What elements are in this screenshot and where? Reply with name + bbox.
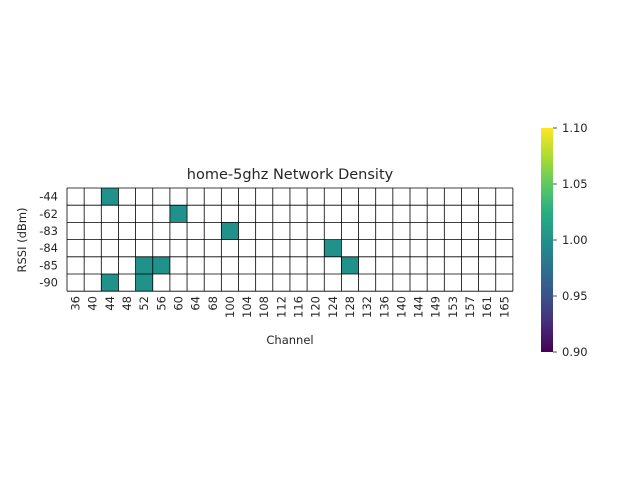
y-tick-label: -90 <box>39 276 58 290</box>
colorbar-tick-label: 0.95 <box>562 289 588 303</box>
x-tick-label: 144 <box>412 296 426 318</box>
heatmap-cell <box>152 256 170 274</box>
x-tick-label: 120 <box>309 296 323 318</box>
y-tick-label: -44 <box>39 190 58 204</box>
x-tick-label: 108 <box>257 296 271 318</box>
x-tick-label: 132 <box>360 296 374 318</box>
x-tick-label: 157 <box>463 296 477 318</box>
heatmap-cell <box>341 256 359 274</box>
y-tick-label: -83 <box>39 224 58 238</box>
x-tick-label: 44 <box>103 296 117 311</box>
heatmap-grid <box>66 187 514 292</box>
chart-title: home-5ghz Network Density <box>187 167 394 183</box>
x-tick-labels: 36 40 44 48 52 56 60 64 68 100 104 108 112 116 120 124 1… <box>69 296 512 318</box>
colorbar-tick-label: 1.10 <box>562 121 588 135</box>
colorbar <box>541 128 553 352</box>
heatmap-cell <box>324 239 342 257</box>
heatmap-cell <box>169 205 188 223</box>
x-tick-label: 149 <box>429 296 443 318</box>
x-tick-label: 100 <box>223 296 237 318</box>
x-tick-label: 128 <box>343 296 357 318</box>
x-tick-label: 52 <box>137 296 151 311</box>
y-tick-label: -85 <box>39 258 58 272</box>
x-tick-label: 48 <box>120 296 134 311</box>
x-tick-label: 116 <box>292 296 306 318</box>
x-tick-label: 64 <box>189 296 203 311</box>
x-tick-label: 153 <box>446 296 460 318</box>
y-tick-label: -62 <box>39 207 58 221</box>
y-tick-labels: -44 -62 -83 -84 -85 -90 <box>39 190 58 290</box>
heatmap-cell <box>221 222 239 240</box>
heatmap-cell <box>101 188 119 206</box>
x-axis-label: Channel <box>266 333 313 347</box>
colorbar-tick-label: 1.05 <box>562 177 588 191</box>
x-tick-label: 68 <box>206 296 220 311</box>
colorbar-tick-label: 0.90 <box>562 345 588 359</box>
heatmap-cell <box>135 256 153 274</box>
x-tick-label: 165 <box>497 296 511 318</box>
x-tick-label: 161 <box>480 296 494 318</box>
heatmap-cell <box>135 274 153 292</box>
heatmap-cells <box>101 188 359 292</box>
x-tick-label: 124 <box>326 296 340 318</box>
y-tick-label: -84 <box>39 241 58 255</box>
colorbar-tick-label: 1.00 <box>562 233 588 247</box>
x-tick-label: 60 <box>171 296 185 311</box>
x-tick-label: 140 <box>394 296 408 318</box>
x-tick-label: 56 <box>154 296 168 311</box>
x-tick-label: 104 <box>240 296 254 318</box>
x-tick-label: 40 <box>86 296 100 311</box>
heatmap-cell <box>101 274 119 292</box>
x-tick-label: 36 <box>69 296 83 311</box>
colorbar-ticks: 1.10 1.05 1.00 0.95 0.90 <box>553 121 588 359</box>
x-tick-label: 136 <box>377 296 391 318</box>
x-tick-label: 112 <box>274 296 288 318</box>
y-axis-label: RSSI (dBm) <box>15 207 29 272</box>
